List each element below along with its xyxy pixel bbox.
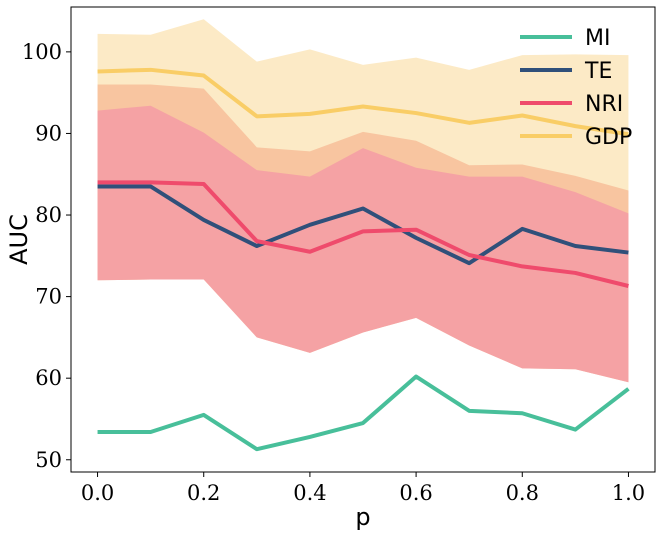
legend-label-nri: NRI — [585, 92, 623, 117]
x-tick-label: 1.0 — [612, 481, 645, 505]
x-tick-label: 0.2 — [187, 481, 220, 505]
line-gdp — [97, 67, 629, 137]
x-axis-label: p — [355, 503, 370, 531]
x-tick-label: 0.6 — [399, 481, 432, 505]
line-nri — [97, 180, 629, 288]
y-tick-label: 80 — [35, 203, 62, 227]
confidence-bands — [97, 19, 629, 383]
band-nri — [97, 105, 629, 383]
y-tick-label: 60 — [35, 366, 62, 390]
legend-label-te: TE — [584, 59, 612, 84]
legend-label-mi: MI — [585, 26, 610, 51]
y-axis-label: AUC — [5, 214, 33, 265]
y-tick-label: 50 — [35, 448, 62, 472]
series-lines — [97, 67, 630, 452]
line-te — [97, 184, 629, 266]
plot-frame — [70, 6, 656, 473]
legend: MI TE NRI GDP — [520, 26, 632, 150]
x-tick-label: 0.0 — [81, 481, 114, 505]
x-tick-label: 0.4 — [293, 481, 326, 505]
x-tick-label: 0.8 — [506, 481, 539, 505]
y-tick-label: 100 — [22, 40, 62, 64]
y-tick-label: 90 — [35, 121, 62, 145]
axes: 0.0 0.2 0.4 0.6 0.8 1.0 50 60 70 80 90 100 p AUC — [5, 6, 656, 531]
line-mi — [97, 374, 630, 452]
y-tick-label: 70 — [35, 285, 62, 309]
legend-label-gdp: GDP — [585, 125, 632, 150]
